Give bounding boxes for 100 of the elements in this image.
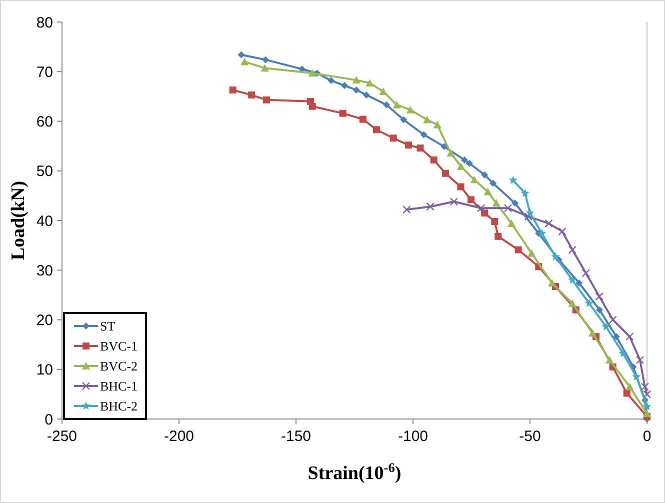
point	[339, 110, 346, 117]
point	[490, 180, 497, 187]
point	[263, 96, 270, 104]
legend-label: BVC-2	[100, 358, 138, 374]
point	[551, 252, 560, 260]
point	[430, 156, 438, 164]
point	[623, 390, 630, 397]
point	[456, 162, 465, 170]
point	[406, 106, 414, 114]
point	[642, 390, 652, 398]
legend-label: BVC-1	[100, 338, 138, 354]
point	[416, 144, 424, 152]
x-tick-label: -50	[519, 428, 541, 445]
point	[229, 86, 236, 94]
point	[568, 276, 577, 284]
legend-label: ST	[100, 318, 116, 334]
point	[442, 170, 450, 177]
point	[262, 56, 270, 64]
point	[460, 156, 468, 164]
y-axis-title: Load(kN)	[8, 180, 29, 260]
point	[636, 356, 644, 364]
point	[308, 69, 316, 77]
point	[494, 232, 502, 240]
point	[643, 410, 651, 418]
point	[308, 102, 316, 110]
point	[538, 228, 546, 238]
y-tick-label: 40	[36, 212, 53, 230]
point	[514, 246, 522, 254]
legend-label: BHC-1	[100, 378, 138, 394]
point	[588, 329, 596, 337]
point	[420, 131, 428, 138]
y-tick-label: 50	[36, 163, 53, 180]
point	[372, 126, 380, 134]
point	[626, 382, 634, 390]
point	[362, 91, 370, 98]
point	[524, 212, 532, 221]
point	[602, 322, 610, 330]
x-tick-label: 0	[642, 428, 652, 445]
x-tick-label: -150	[280, 428, 312, 445]
point	[548, 279, 556, 287]
point	[568, 246, 576, 254]
point	[492, 199, 500, 207]
x-tick-label: -200	[164, 428, 194, 445]
point	[450, 198, 458, 206]
point	[390, 134, 397, 142]
point	[366, 79, 374, 87]
y-tick-label: 60	[36, 114, 53, 130]
point	[392, 100, 401, 108]
point	[596, 306, 603, 314]
point	[626, 332, 634, 341]
legend-label: BHC-2	[100, 398, 138, 414]
x-tick-label: -250	[46, 428, 78, 445]
point	[379, 87, 388, 95]
point	[457, 183, 464, 190]
point	[526, 208, 534, 217]
point	[618, 348, 628, 358]
point	[400, 116, 408, 124]
point	[508, 176, 518, 184]
point	[470, 176, 478, 184]
point	[446, 149, 455, 157]
point	[240, 58, 249, 66]
point	[642, 402, 652, 410]
point	[582, 269, 590, 278]
y-tick-label: 20	[36, 312, 53, 329]
point	[508, 219, 516, 227]
point	[481, 171, 488, 178]
point	[405, 142, 412, 149]
point	[632, 372, 641, 380]
point	[383, 101, 390, 108]
point	[484, 188, 492, 196]
point	[528, 249, 536, 257]
point	[576, 280, 583, 287]
point	[595, 292, 604, 301]
point	[584, 298, 594, 308]
point	[558, 227, 566, 236]
point	[476, 204, 486, 212]
x-axis-title: Strain(10$^{-6}$)	[308, 460, 402, 484]
point	[512, 200, 519, 207]
point	[491, 218, 498, 225]
y-tick-label: 70	[36, 64, 53, 81]
point	[260, 64, 269, 72]
point	[520, 188, 530, 197]
point	[568, 299, 576, 307]
point	[504, 204, 512, 212]
point	[423, 116, 432, 124]
point	[466, 160, 473, 167]
point	[440, 143, 448, 150]
y-tick-label: 80	[36, 14, 53, 32]
point	[359, 116, 366, 123]
x-tick-label: -100	[398, 428, 428, 445]
point	[328, 77, 335, 84]
point	[352, 86, 360, 94]
point	[402, 205, 411, 214]
point	[468, 196, 475, 204]
point	[544, 219, 553, 228]
point	[238, 51, 245, 58]
point	[426, 202, 434, 211]
y-tick-label: 0	[44, 411, 53, 428]
point	[352, 76, 360, 84]
y-tick-label: 30	[36, 262, 53, 280]
